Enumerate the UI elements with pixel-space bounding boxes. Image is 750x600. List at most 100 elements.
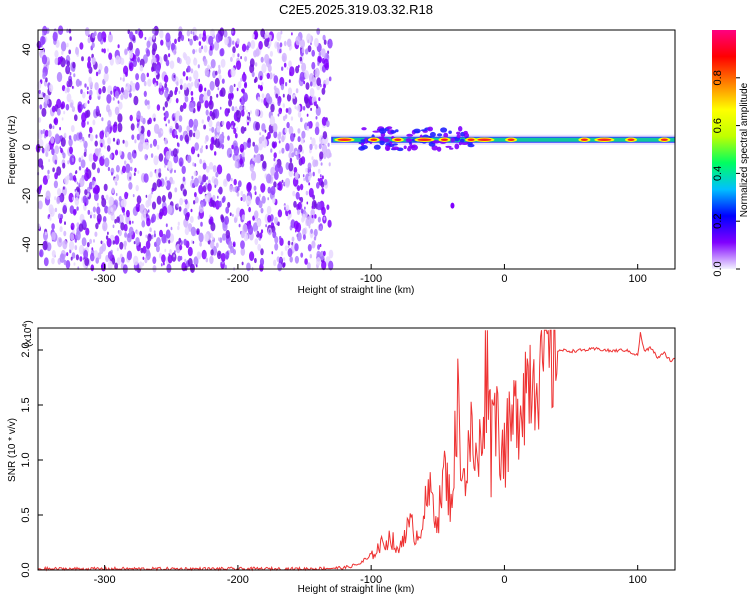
heatmap-noise-cell <box>175 114 180 122</box>
heatmap-noise-cell <box>240 197 243 201</box>
heatmap-noise-cell <box>205 135 209 142</box>
heatmap-noise-cell <box>61 186 67 196</box>
heatmap-noise-cell <box>64 132 67 137</box>
heatmap-noise-cell <box>288 151 293 159</box>
heatmap-noise-cell <box>260 229 264 234</box>
heatmap-signal-cell <box>454 143 460 150</box>
heatmap-noise-cell <box>250 170 257 181</box>
heatmap-noise-cell <box>253 154 256 158</box>
heatmap-noise-cell <box>297 128 301 134</box>
heatmap-peak-cell <box>507 138 515 142</box>
heatmap-noise-cell <box>236 87 239 92</box>
heatmap-noise-cell <box>280 30 283 35</box>
heatmap-noise-cell <box>321 138 325 145</box>
heatmap-noise-cell <box>321 175 324 180</box>
heatmap-noise-cell <box>44 129 49 137</box>
heatmap-signal-cell <box>360 139 366 142</box>
heatmap-noise-cell <box>72 175 77 182</box>
heatmap-noise-cell <box>259 75 263 81</box>
heatmap-noise-cell <box>285 204 290 212</box>
heatmap-noise-cell <box>147 233 152 242</box>
heatmap-noise-cell <box>135 81 140 91</box>
heatmap-noise-cell <box>75 170 78 174</box>
heatmap-noise-cell <box>87 100 90 104</box>
spectrogram-y-axis-label: Frequency (Hz) <box>7 116 18 185</box>
heatmap-noise-cell <box>243 71 246 76</box>
heatmap-noise-cell <box>260 98 263 103</box>
heatmap-noise-cell <box>68 49 71 55</box>
heatmap-noise-cell <box>296 104 301 112</box>
heatmap-noise-cell <box>98 69 101 75</box>
heatmap-noise-cell <box>267 37 270 43</box>
heatmap-noise-cell <box>274 216 278 225</box>
heatmap-noise-cell <box>230 177 233 182</box>
heatmap-noise-cell <box>306 201 309 205</box>
heatmap-noise-cell <box>68 28 72 34</box>
heatmap-noise-cell <box>64 176 69 185</box>
snr-panel: -300 -200 -100 0 100 0.0 0.5 1.0 1.5 2.0 Height … <box>7 320 676 595</box>
heatmap-noise-cell <box>216 164 223 175</box>
heatmap-noise-cell <box>265 224 267 228</box>
heatmap-noise-cell <box>104 205 109 214</box>
heatmap-noise-cell <box>115 181 118 186</box>
heatmap-noise-cell <box>69 36 72 41</box>
heatmap-noise-cell <box>286 38 292 48</box>
heatmap-noise-cell <box>233 145 240 156</box>
heatmap-noise-cell <box>88 76 92 84</box>
heatmap-noise-cell <box>276 42 280 48</box>
heatmap-noise-cell <box>268 229 271 233</box>
heatmap-noise-cell <box>241 214 245 221</box>
heatmap-noise-cell <box>216 250 222 260</box>
heatmap-noise-cell <box>189 216 194 223</box>
heatmap-noise-cell <box>109 31 112 35</box>
heatmap-noise-cell <box>280 83 285 91</box>
heatmap-noise-cell <box>323 39 327 45</box>
heatmap-noise-cell <box>177 221 180 226</box>
heatmap-noise-cell <box>282 103 285 108</box>
heatmap-noise-cell <box>178 90 181 94</box>
snr-series-line <box>37 329 676 572</box>
heatmap-noise-cell <box>210 59 216 69</box>
heatmap-noise-cell <box>192 162 195 167</box>
heatmap-noise-cell <box>300 117 303 123</box>
heatmap-noise-cell <box>205 182 208 188</box>
snr-x-axis-label: Height of straight line (km) <box>298 584 415 595</box>
heatmap-signal-cell <box>379 140 385 146</box>
heatmap-noise-cell <box>270 166 276 176</box>
heatmap-noise-cell <box>300 252 304 258</box>
heatmap-noise-cell <box>139 198 142 202</box>
heatmap-noise-cell <box>107 48 109 52</box>
heatmap-noise-cell <box>147 78 152 87</box>
heatmap-noise-cell <box>308 175 311 181</box>
heatmap-signal-cell <box>361 127 367 131</box>
heatmap-noise-cell <box>114 106 120 116</box>
heatmap-noise-cell <box>107 251 113 260</box>
heatmap-noise-cell <box>202 162 207 170</box>
snr-y-tick-label: 0.5 <box>20 507 32 522</box>
heatmap-noise-cell <box>140 125 145 134</box>
heatmap-noise-cell <box>112 123 118 133</box>
heatmap-noise-cell <box>308 187 314 198</box>
heatmap-noise-cell <box>322 34 326 41</box>
heatmap-signal-cell <box>395 129 399 133</box>
heatmap-noise-cell <box>149 227 152 232</box>
colorbar-tick-label: 0.8 <box>712 70 724 85</box>
heatmap-noise-cell <box>281 147 285 154</box>
heatmap-noise-cell <box>302 228 307 237</box>
heatmap-noise-cell <box>190 68 194 74</box>
heatmap-noise-cell <box>315 104 319 109</box>
heatmap-noise-cell <box>51 250 56 258</box>
heatmap-noise-cell <box>288 126 294 135</box>
heatmap-noise-cell <box>233 217 238 224</box>
heatmap-noise-cell <box>267 64 272 73</box>
snr-x-tick-label: -100 <box>360 574 382 586</box>
heatmap-noise-cell <box>243 82 248 89</box>
heatmap-noise-cell <box>129 92 132 98</box>
heatmap-noise-cell <box>217 68 222 75</box>
heatmap-noise-cell <box>234 122 236 126</box>
heatmap-noise-cell <box>169 128 173 134</box>
heatmap-noise-cell <box>120 87 124 93</box>
heatmap-noise-cell <box>252 141 255 147</box>
heatmap-noise-cell <box>45 77 48 83</box>
heatmap-noise-cell <box>302 174 305 178</box>
